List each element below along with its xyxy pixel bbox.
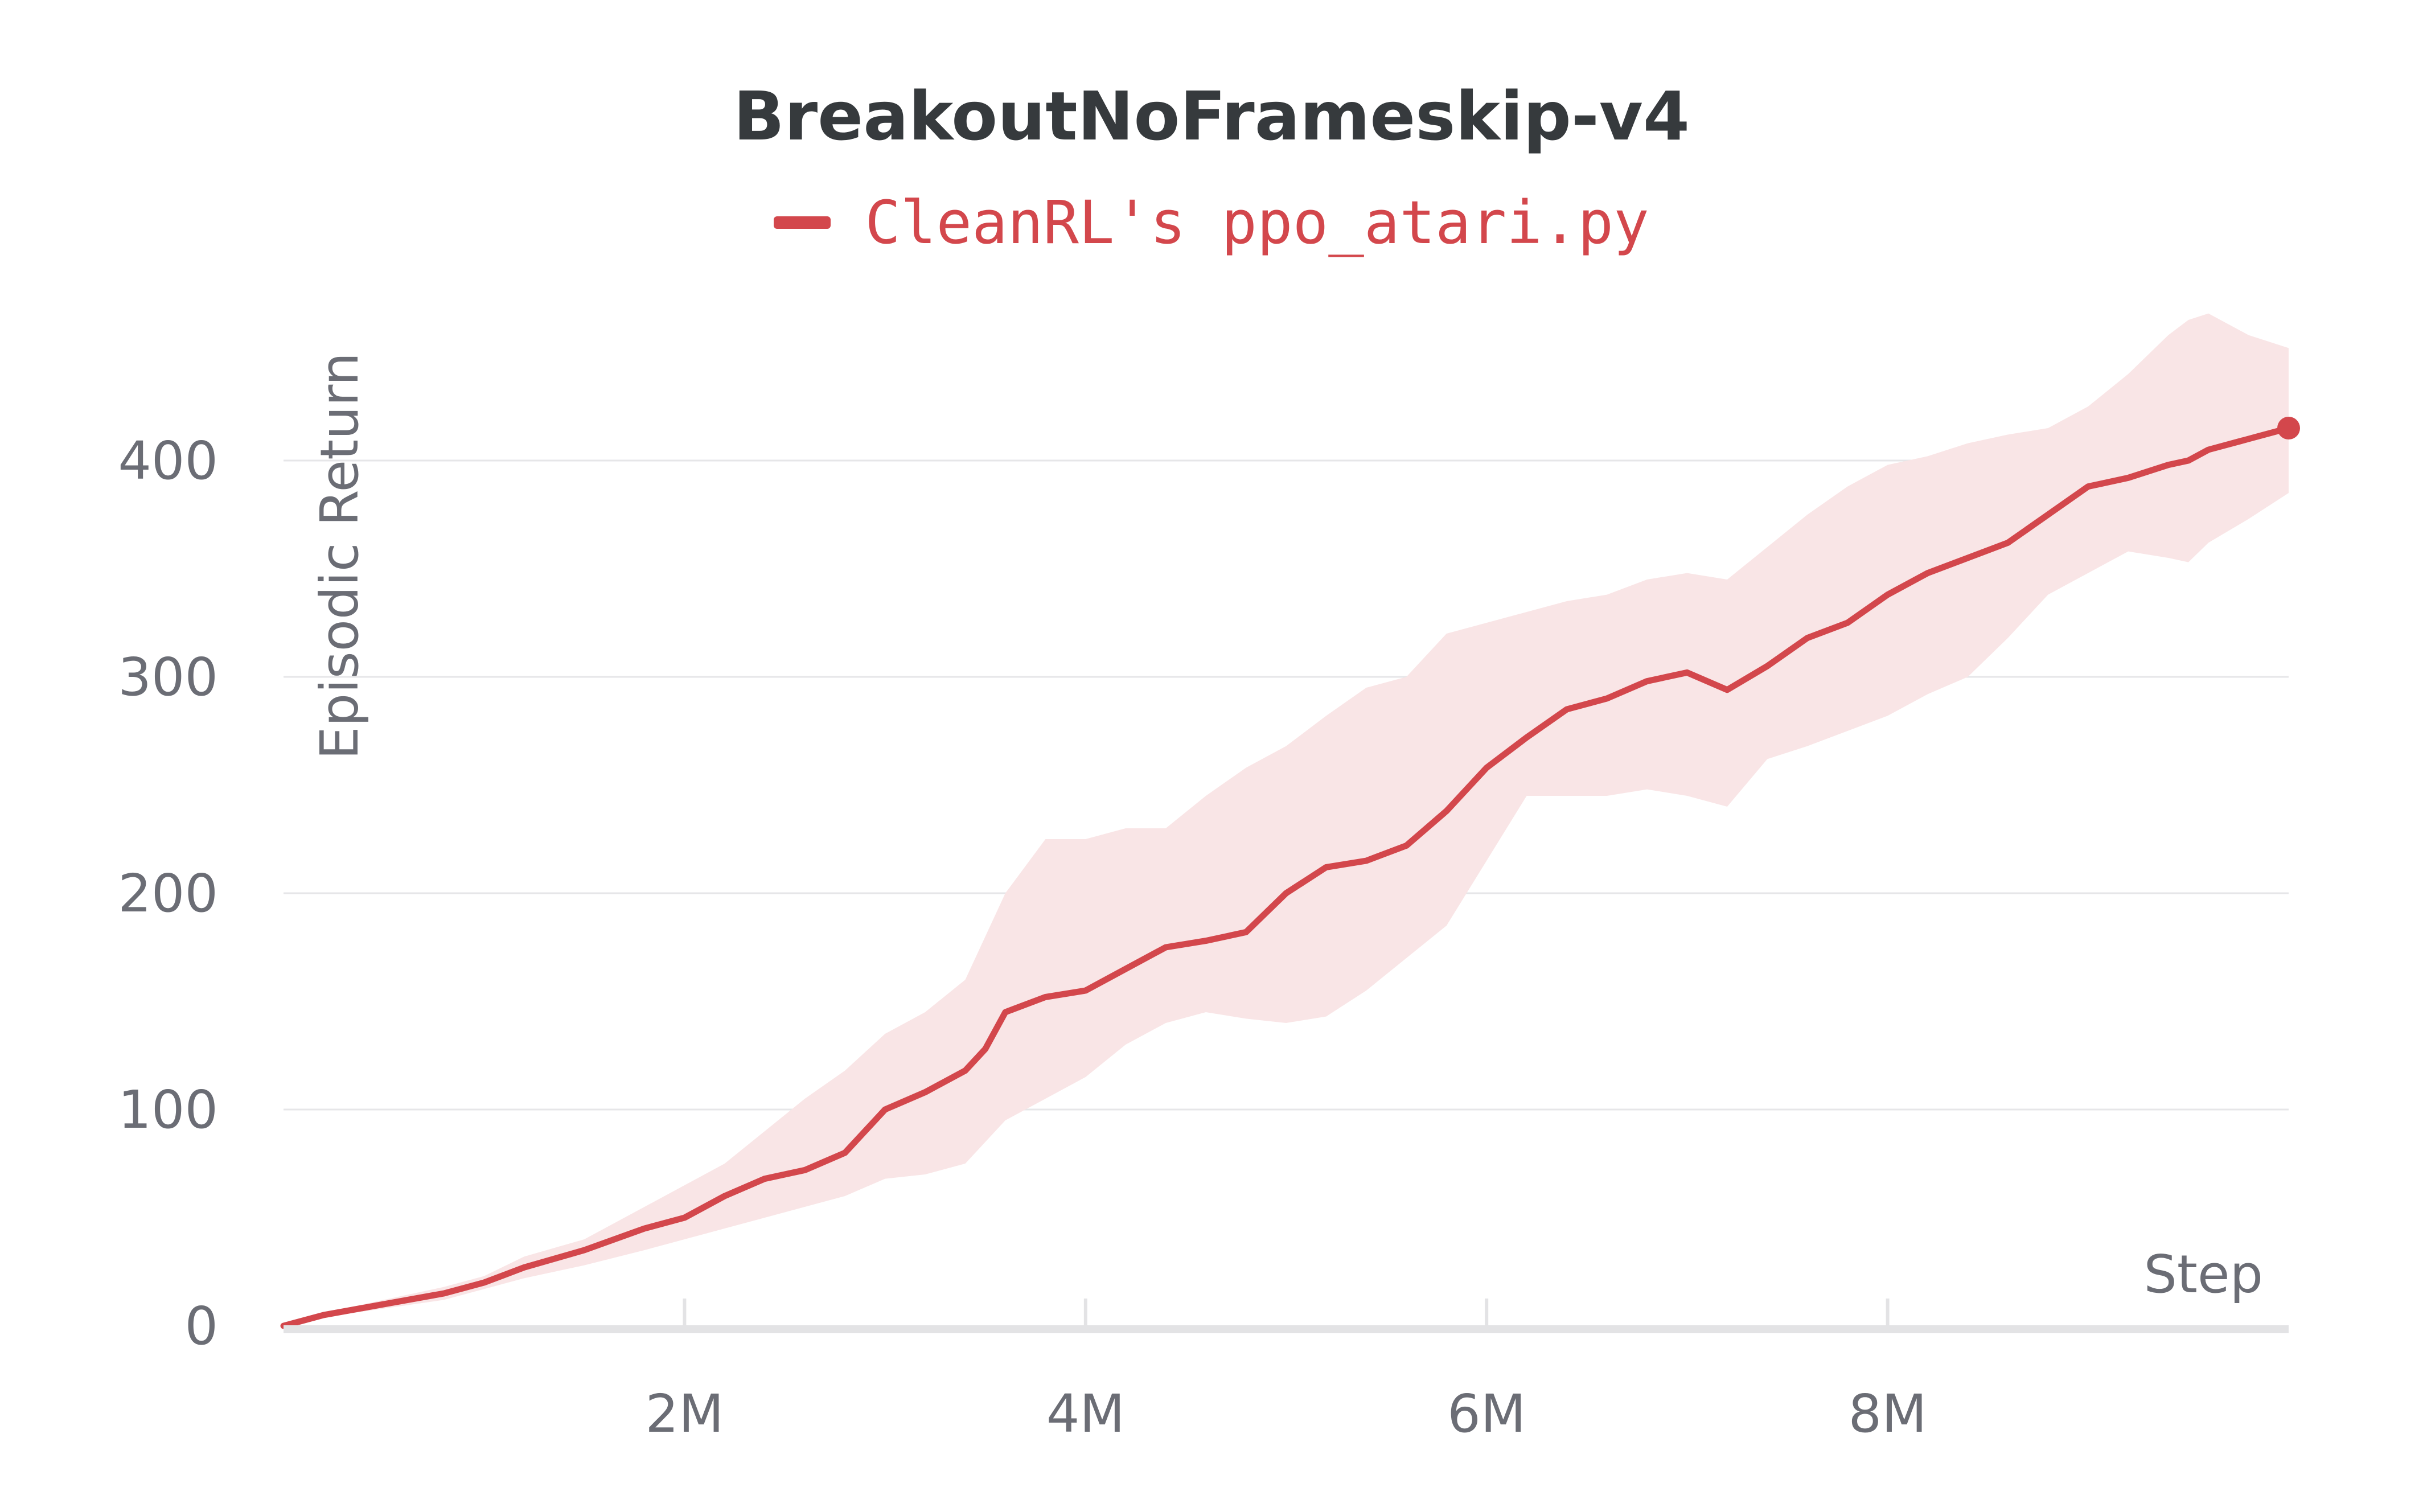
- x-tick-label: 2M: [645, 1383, 724, 1444]
- y-tick-label: 200: [118, 863, 218, 924]
- series-confidence-band: [284, 313, 2289, 1326]
- series-line: [280, 425, 2292, 1329]
- y-ticks: 0 100 200 300 400: [118, 430, 218, 1357]
- x-axis-label: Step: [2144, 1244, 2263, 1305]
- x-tick-label: 6M: [1447, 1383, 1526, 1444]
- y-tick-label: 300: [118, 647, 218, 708]
- y-tick-label: 400: [118, 430, 218, 491]
- x-tick-label: 4M: [1046, 1383, 1125, 1444]
- legend-entry-series: CleanRL's ppo_atari.py: [865, 188, 1649, 257]
- legend: CleanRL's ppo_atari.py: [0, 188, 2423, 257]
- series-endpoint-marker: [2277, 417, 2300, 439]
- y-tick-label: 0: [184, 1296, 218, 1357]
- x-ticks: 2M 4M 6M 8M: [645, 1299, 1927, 1444]
- chart-title: BreakoutNoFrameskip-v4: [733, 77, 1690, 155]
- x-tick-label: 8M: [1849, 1383, 1927, 1444]
- y-tick-label: 100: [118, 1079, 218, 1140]
- y-axis-label: Episodic Return: [309, 352, 370, 759]
- legend-swatch: [774, 216, 831, 229]
